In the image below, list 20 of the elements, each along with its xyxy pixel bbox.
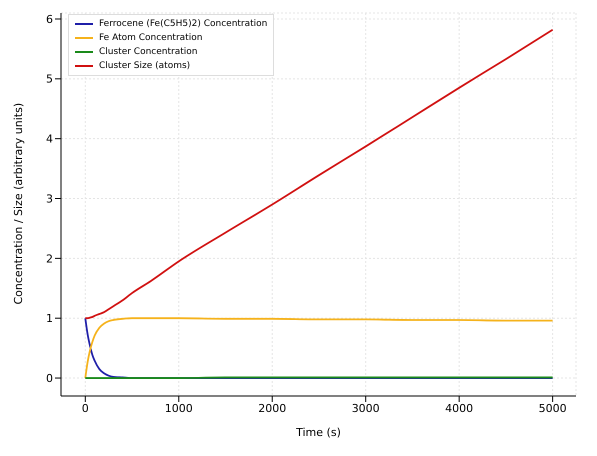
legend-label: Cluster Concentration (99, 46, 198, 59)
y-tick-label: 5 (46, 72, 53, 86)
y-tick-label: 4 (46, 132, 53, 146)
y-tick-label: 0 (46, 372, 53, 385)
x-axis-title: Time (s) (295, 426, 341, 439)
legend-label: Ferrocene (Fe(C5H5)2) Concentration (99, 18, 268, 31)
x-tick-label: 4000 (445, 402, 474, 415)
line-series (84, 28, 554, 320)
legend-label: Cluster Size (atoms) (99, 60, 190, 73)
legend-label: Fe Atom Concentration (99, 32, 202, 45)
x-tick-label: 5000 (538, 402, 567, 415)
y-tick-label: 6 (46, 12, 53, 26)
y-tick-label: 2 (46, 252, 53, 266)
x-tick-label: 3000 (352, 402, 380, 415)
x-tick-label: 1000 (164, 402, 193, 415)
x-tick-label: 2000 (258, 402, 286, 415)
y-tick-label: 1 (46, 312, 53, 326)
x-tick-label: 0 (82, 402, 89, 415)
y-tick-label: 3 (46, 192, 53, 206)
y-axis-title: Concentration / Size (arbitrary units) (12, 102, 25, 304)
